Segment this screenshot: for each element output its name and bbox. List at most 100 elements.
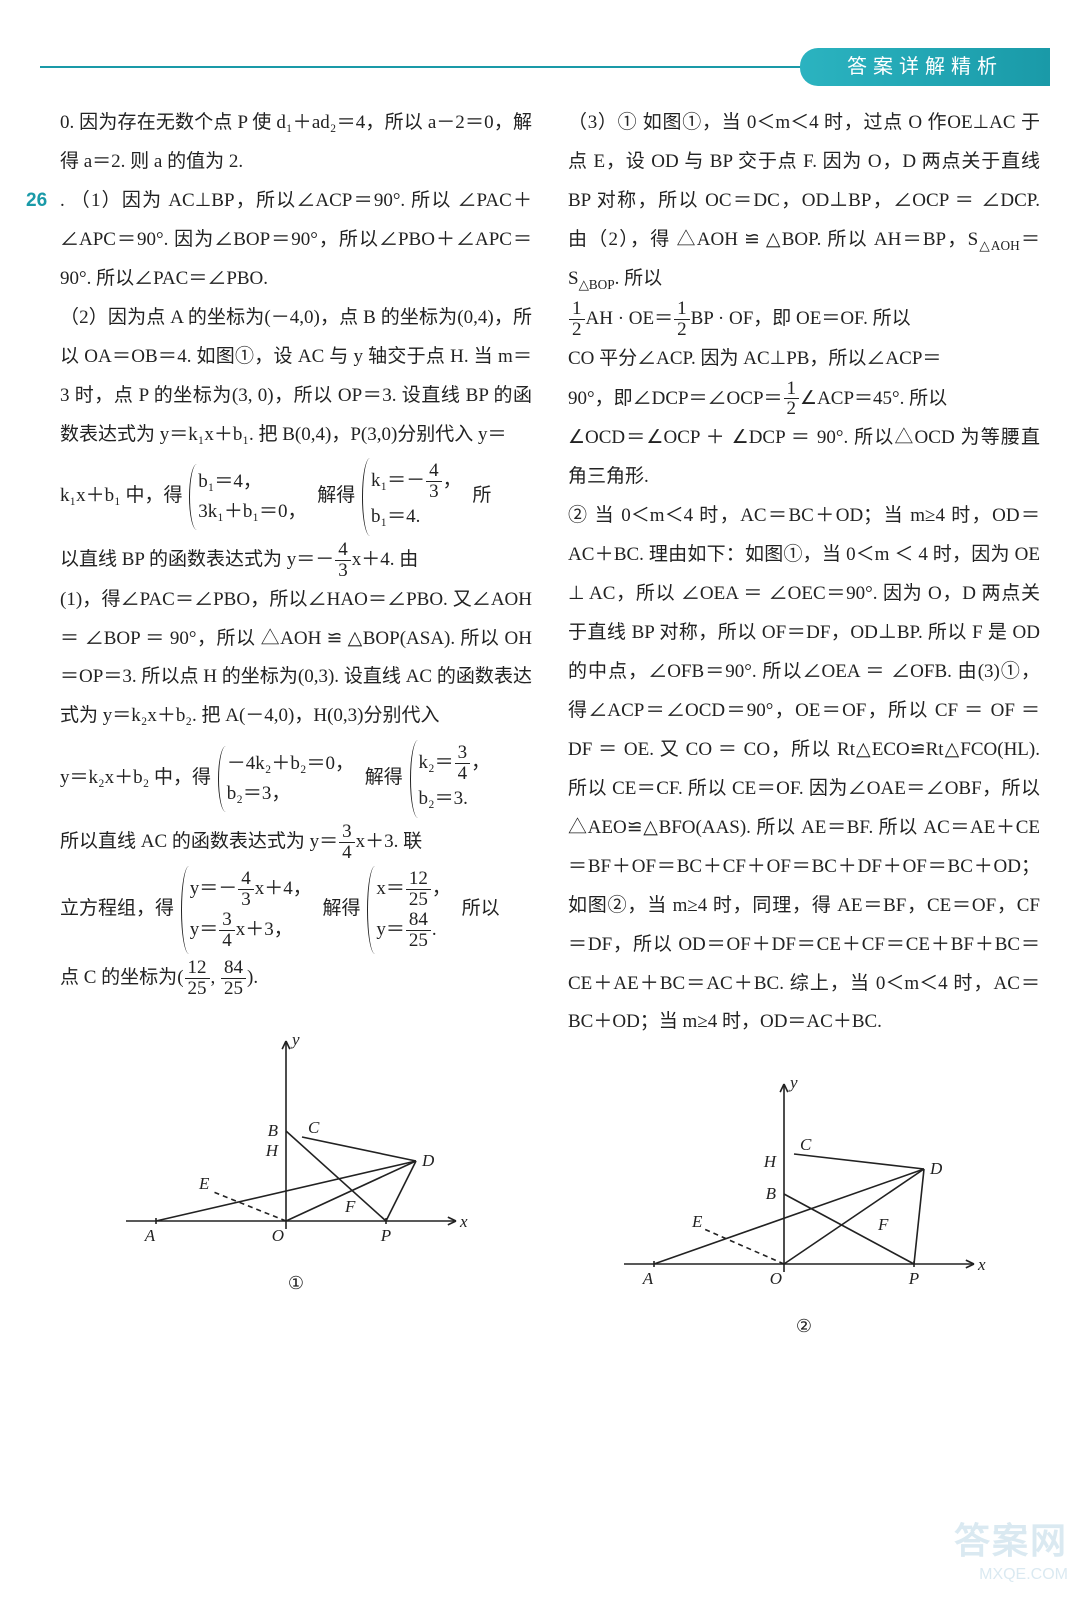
case-row: b₁＝4，: [198, 467, 306, 497]
para-26-2g: 立方程组，得 y＝－43x＋4， y＝34x＋3， 解得 x＝1225， y＝8…: [60, 862, 532, 958]
text: 解得: [365, 767, 403, 788]
frac-n: 3: [339, 822, 355, 843]
frac-n: 12: [406, 869, 431, 890]
watermark: 答案网 MXQE.COM: [954, 1518, 1068, 1586]
para-26-2e: y＝k₂x＋b₂ 中，得 －4k₂＋b₂＝0， b₂＝3， 解得 k₂＝34， …: [60, 736, 532, 821]
svg-text:H: H: [265, 1141, 280, 1160]
svg-text:B: B: [268, 1121, 279, 1140]
para-intro: 0. 因为存在无数个点 P 使 d₁＋ad₂＝4，所以 a－2＝0，解得 a＝2…: [60, 104, 532, 182]
case-row: y＝8425.: [376, 910, 451, 951]
svg-text:O: O: [770, 1269, 782, 1288]
svg-text:B: B: [766, 1184, 777, 1203]
para-3-2: 12AH · OE＝12BP · OF，即 OE＝OF. 所以: [568, 299, 1040, 340]
svg-text:E: E: [691, 1212, 703, 1231]
text: AH · OE＝: [586, 307, 674, 328]
text: 解得: [317, 485, 355, 506]
text: y＝k₂x＋b₂ 中，得: [60, 767, 211, 788]
svg-text:F: F: [344, 1197, 356, 1216]
frac-84-25: 8425: [221, 958, 246, 999]
cases-2a: －4k₂＋b₂＝0， b₂＝3，: [218, 746, 358, 813]
case-row: －4k₂＋b₂＝0，: [227, 749, 354, 779]
problem-number: 26: [26, 182, 60, 221]
cases-3b: x＝1225， y＝8425.: [367, 866, 455, 954]
frac-d: 2: [784, 399, 800, 419]
frac-d: 2: [674, 320, 690, 340]
svg-text:A: A: [642, 1269, 654, 1288]
frac-d: 3: [426, 482, 442, 502]
frac-1-2: 12: [674, 299, 690, 340]
svg-text:F: F: [877, 1215, 889, 1234]
para-26-2f: 所以直线 AC 的函数表达式为 y＝34x＋3. 联: [60, 822, 532, 863]
header-tab: 答案详解精析: [800, 48, 1050, 86]
frac-12-25: 1225: [185, 958, 210, 999]
figure-1-label: ①: [60, 1265, 532, 1302]
frac-1-2: 12: [569, 299, 585, 340]
text: 点 C 的坐标为: [60, 967, 177, 988]
frac-n: 1: [674, 299, 690, 320]
svg-text:P: P: [380, 1226, 391, 1245]
frac-n: 1: [784, 379, 800, 400]
figure-2-label: ②: [568, 1308, 1040, 1345]
text: ，: [443, 470, 462, 491]
case-row: k₁＝－43，: [371, 461, 462, 502]
frac-d: 25: [406, 931, 431, 951]
cases-1b: k₁＝－43， b₁＝4.: [362, 458, 466, 535]
frac-d: 4: [219, 931, 235, 951]
figure-1-svg: yxAOPBHCDEF: [116, 1011, 476, 1261]
svg-text:P: P: [908, 1269, 919, 1288]
para-26-2c: 以直线 BP 的函数表达式为 y＝－43x＋4. 由: [60, 540, 532, 581]
svg-text:C: C: [800, 1135, 812, 1154]
text: y＝: [376, 919, 405, 940]
case-row: b₂＝3.: [419, 784, 491, 814]
frac-n: 84: [221, 958, 246, 979]
frac-d: 4: [339, 843, 355, 863]
cases-3a: y＝－43x＋4， y＝34x＋3，: [181, 866, 316, 954]
figure-1-wrap: yxAOPBHCDEF ①: [60, 1011, 532, 1302]
frac-3-4: 34: [219, 910, 235, 951]
text: y＝: [190, 919, 219, 940]
svg-text:E: E: [198, 1174, 210, 1193]
frac-3-4: 34: [455, 743, 471, 784]
text: x＋3. 联: [356, 830, 423, 851]
text: . 所以: [615, 268, 663, 289]
text: x＋4. 由: [352, 549, 419, 570]
cases-2b: k₂＝34， b₂＝3.: [410, 740, 495, 817]
frac-d: 4: [455, 764, 471, 784]
right-column: （3）① 如图①，当 0＜m＜4 时，过点 O 作OE⊥AC 于点 E，设 OD…: [568, 104, 1040, 1560]
frac-n: 3: [455, 743, 471, 764]
frac-1-2: 12: [784, 379, 800, 420]
svg-text:x: x: [459, 1212, 468, 1231]
para-26-2a: （2）因为点 A 的坐标为(－4,0)，点 B 的坐标为(0,4)，所以 OA＝…: [60, 299, 532, 455]
sub: △BOP: [579, 277, 615, 292]
frac-d: 25: [185, 979, 210, 999]
figure-2-svg: yxAOPBHCDEF: [614, 1054, 994, 1304]
frac-n: 84: [406, 910, 431, 931]
svg-text:C: C: [308, 1118, 320, 1137]
svg-text:O: O: [272, 1226, 284, 1245]
frac-4-3: 43: [426, 461, 442, 502]
left-column: 0. 因为存在无数个点 P 使 d₁＋ad₂＝4，所以 a－2＝0，解得 a＝2…: [60, 104, 532, 1560]
frac-n: 4: [335, 540, 351, 561]
frac-4-3: 43: [335, 540, 351, 581]
frac-d: 25: [406, 890, 431, 910]
text: k₁＝－: [371, 470, 425, 491]
text: k₁x＋b₁ 中，得: [60, 485, 183, 506]
case-row: k₂＝34，: [419, 743, 491, 784]
para-3-5: ∠OCD＝∠OCP ＋ ∠DCP ＝ 90°. 所以△OCD 为等腰直角三角形.: [568, 419, 1040, 497]
text: .: [253, 967, 258, 988]
text: 所以直线 AC 的函数表达式为 y＝: [60, 830, 338, 851]
figure-2-wrap: yxAOPBHCDEF ②: [568, 1054, 1040, 1345]
para-26-2d: (1)，得∠PAC＝∠PBO，所以∠HAO＝∠PBO. 又∠AOH ＝ ∠BOP…: [60, 581, 532, 737]
frac-4-3: 43: [238, 869, 254, 910]
para-3-1: （3）① 如图①，当 0＜m＜4 时，过点 O 作OE⊥AC 于点 E，设 OD…: [568, 104, 1040, 299]
frac-12-25: 1225: [406, 869, 431, 910]
para-26-1: 26. （1）因为 AC⊥BP，所以∠ACP＝90°. 所以 ∠PAC＋∠APC…: [60, 182, 532, 299]
frac-n: 4: [238, 869, 254, 890]
case-row: x＝1225，: [376, 869, 451, 910]
frac-d: 3: [335, 561, 351, 581]
content-columns: 0. 因为存在无数个点 P 使 d₁＋ad₂＝4，所以 a－2＝0，解得 a＝2…: [60, 104, 1040, 1560]
text-26-1: （1）因为 AC⊥BP，所以∠ACP＝90°. 所以 ∠PAC＋∠APC＝90°…: [60, 190, 532, 289]
text: 立方程组，得: [60, 899, 174, 920]
text: k₂＝: [419, 752, 454, 773]
case-row: y＝－43x＋4，: [190, 869, 312, 910]
